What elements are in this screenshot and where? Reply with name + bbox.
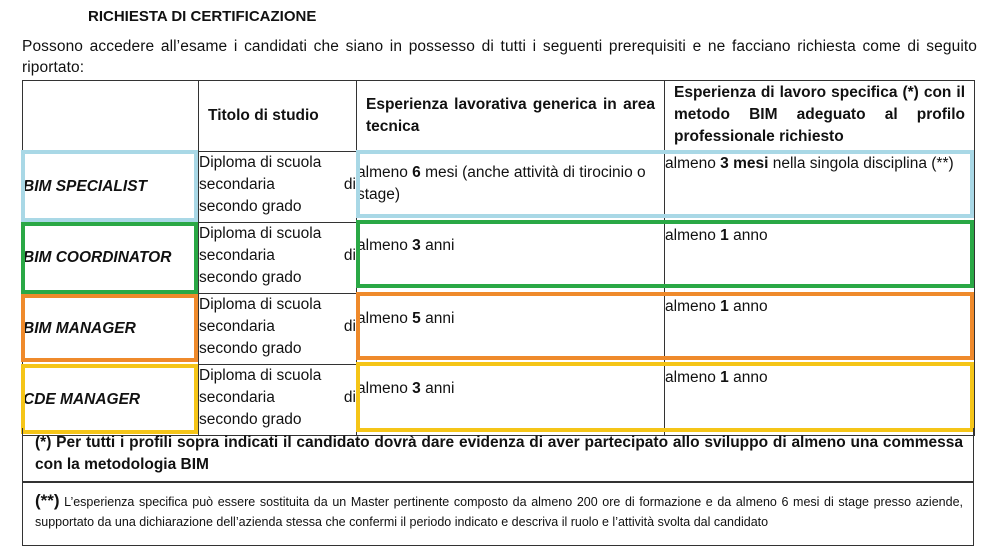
footnote-asterisk: (*) Per tutti i profili sopra indicati i… <box>22 428 974 482</box>
table-row: BIM COORDINATOR Diploma di scuola seconda… <box>22 222 975 294</box>
profile-label: CDE MANAGER <box>22 364 199 436</box>
generic-experience-cell: almeno 5 anni <box>356 293 665 365</box>
table-row: CDE MANAGER Diploma di scuola secondaria d… <box>22 364 975 436</box>
header-specific-text: Esperienza di lavoro specifica (*) con i… <box>674 84 965 145</box>
diploma-cell: Diploma di scuola secondaria di secondo gra… <box>198 151 357 223</box>
intro-paragraph: Possono accedere all’esame i candidati c… <box>22 38 977 76</box>
header-specific: Esperienza di lavoro specifica (*) con i… <box>664 80 975 152</box>
header-titolo-text: Titolo di studio <box>208 107 319 124</box>
header-empty-cell <box>22 80 199 152</box>
profile-label: BIM SPECIALIST <box>22 151 199 223</box>
header-generic-text: Esperienza lavorativa generica in area t… <box>366 96 655 135</box>
diploma-cell: Diploma di scuola secondaria di secondo gra… <box>198 364 357 436</box>
profile-label: BIM COORDINATOR <box>22 222 199 294</box>
footnote-double-asterisk: (**) L’esperienza specifica può essere s… <box>22 482 974 546</box>
header-titolo: Titolo di studio <box>198 80 357 152</box>
footnote-marker: (**) <box>35 491 60 510</box>
specific-experience-cell: almeno 1 anno <box>664 293 975 365</box>
table-row: BIM MANAGER Diploma di scuola secondaria d… <box>22 293 975 365</box>
specific-experience-cell: almeno 1 anno <box>664 222 975 294</box>
document-title: RICHIESTA DI CERTIFICAZIONE <box>88 8 317 25</box>
specific-experience-cell: almeno 1 anno <box>664 364 975 436</box>
footnote-text: L’esperienza specifica può essere sostit… <box>35 495 963 529</box>
table-row: BIM SPECIALIST Diploma di scuola secondar… <box>22 151 975 223</box>
requirements-table: Titolo di studio Esperienza lavorativa g… <box>22 80 975 436</box>
diploma-cell: Diploma di scuola secondaria di secondo gra… <box>198 293 357 365</box>
header-generic: Esperienza lavorativa generica in area t… <box>356 80 665 152</box>
generic-experience-cell: almeno 3 anni <box>356 222 665 294</box>
profile-label: BIM MANAGER <box>22 293 199 365</box>
generic-experience-cell: almeno 3 anni <box>356 364 665 436</box>
generic-experience-cell: almeno 6 mesi (anche attività di tirocin… <box>356 151 665 223</box>
header-row: Titolo di studio Esperienza lavorativa g… <box>22 80 975 152</box>
specific-experience-cell: almeno 3 mesi nella singola disciplina (… <box>664 151 975 223</box>
diploma-cell: Diploma di scuola secondaria di secondo gra… <box>198 222 357 294</box>
